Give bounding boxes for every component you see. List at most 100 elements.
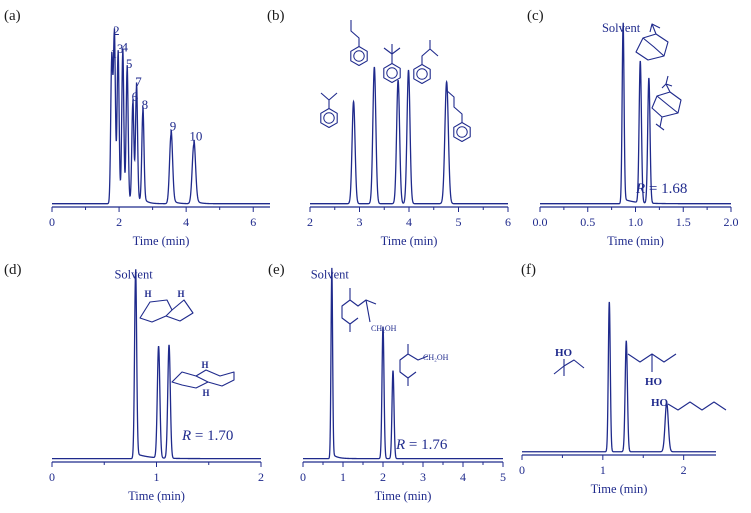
hydrogen-label: H: [201, 360, 208, 370]
peak-label: 4: [122, 39, 129, 54]
resolution-value: = 1.70: [191, 428, 233, 444]
propyl-chain-structure: [350, 20, 360, 47]
trans-decalin-structure: [171, 369, 235, 389]
x-tick-label: 0.5: [580, 215, 595, 229]
chart-panel-e: (e) 0 1 2 3 4 5 Time (min) Solvent R = 1.76 CH₂OH C…: [268, 262, 506, 503]
aromatic-circle: [353, 50, 365, 62]
benzene-ring-structure: [320, 107, 338, 129]
solvent-label: Solvent: [114, 267, 153, 281]
geraniol-chain: [365, 299, 371, 323]
chromatogram-trace: [540, 22, 731, 205]
chromatogram-trace: [52, 269, 261, 460]
x-tick-label: 1.5: [676, 215, 691, 229]
cis-decalin-structure: [139, 299, 194, 323]
benzene-ring-structure: [453, 121, 471, 143]
peak-label: 1: [110, 46, 117, 61]
aromatic-circle: [416, 68, 428, 80]
ch2oh-label: CH₂OH: [371, 324, 397, 333]
peak-label: 3: [117, 41, 124, 56]
beta-pinene-structure: [651, 83, 682, 131]
x-tick-label: 0.0: [533, 215, 548, 229]
aromatic-circle: [456, 126, 468, 138]
resolution-value: = 1.68: [645, 181, 687, 197]
hydroxyl-label: HO: [651, 397, 669, 409]
x-axis-label: Time (min): [375, 489, 432, 503]
panel-label: (b): [267, 8, 285, 24]
x-tick-label: 5: [500, 470, 506, 484]
x-axis-label: Time (min): [128, 489, 185, 503]
tert-butyl-chain-structure: [383, 44, 401, 64]
panel-label: (e): [268, 262, 285, 278]
x-tick-label: 1.0: [628, 215, 643, 229]
pentanol-1-structure: [667, 401, 727, 411]
peak-label: 5: [126, 56, 133, 71]
x-tick-label: 3: [420, 470, 426, 484]
panel-label: (d): [4, 262, 22, 278]
x-axis-label: Time (min): [133, 234, 190, 248]
resolution-annotation: R = 1.76: [395, 437, 448, 453]
hydroxyl-label: HO: [555, 347, 573, 359]
resolution-symbol: R: [395, 437, 405, 453]
x-tick-label: 2: [681, 463, 687, 477]
chart-panel-c: (c) 0.0 0.5 1.0 1.5 2.0 Time (min) Solvent R = 1…: [527, 8, 739, 248]
chromatogram-trace: [522, 301, 716, 453]
chromatogram-trace: [303, 267, 503, 460]
x-tick-label: 2.0: [724, 215, 739, 229]
hydrogen-label: H: [202, 388, 209, 398]
resolution-symbol: R: [635, 181, 645, 197]
benzene-ring-structure: [350, 45, 368, 67]
x-axis-label: Time (min): [381, 234, 438, 248]
chart-panel-b: (b) 2 3 4 5 6 Time (min): [267, 8, 511, 248]
peak-label: 2: [113, 23, 120, 38]
x-tick-label: 1: [154, 470, 160, 484]
resolution-annotation: R = 1.70: [181, 428, 233, 444]
resolution-symbol: R: [181, 428, 191, 444]
x-tick-label: 0: [519, 463, 525, 477]
peak-label: 9: [170, 119, 177, 134]
x-tick-label: 5: [456, 215, 462, 229]
x-tick-label: 6: [250, 215, 256, 229]
x-axis-label: Time (min): [591, 482, 648, 496]
geraniol-structure: [341, 288, 377, 332]
x-tick-label: 4: [460, 470, 466, 484]
chart-panel-f: (f) 0 1 2 Time (min) HO HO HO: [519, 262, 727, 496]
peak-label: 7: [135, 74, 142, 89]
hydrogen-label: H: [177, 289, 184, 299]
isobutyl-chain-structure: [421, 40, 439, 65]
methylbutanol-structure: [553, 359, 585, 376]
aromatic-circle: [386, 67, 398, 79]
aromatic-circle: [323, 112, 335, 124]
x-tick-label: 1: [600, 463, 606, 477]
panel-label: (a): [4, 8, 21, 24]
panel-label: (f): [521, 262, 536, 278]
x-axis-label: Time (min): [607, 234, 664, 248]
x-tick-label: 2: [307, 215, 313, 229]
resolution-annotation: R = 1.68: [635, 181, 687, 197]
x-tick-label: 4: [183, 215, 189, 229]
isopropyl-chain-structure: [320, 92, 338, 109]
alpha-pinene-gem-dimethyl: [649, 23, 661, 33]
pentanol-3-structure: [627, 353, 677, 372]
x-tick-label: 6: [505, 215, 511, 229]
benzene-ring-structure: [413, 63, 431, 85]
chromatogram-trace: [310, 66, 508, 205]
chart-panel-d: (d) 0 1 2 Time (min) Solvent R = 1.70 H H H H: [4, 262, 264, 503]
x-tick-label: 2: [116, 215, 122, 229]
x-tick-label: 2: [380, 470, 386, 484]
panel-label: (c): [527, 8, 544, 24]
x-tick-label: 4: [406, 215, 412, 229]
alpha-pinene-structure: [635, 23, 669, 61]
beta-pinene-gem-dimethyl: [661, 75, 673, 89]
x-tick-label: 1: [340, 470, 346, 484]
hydrogen-label: H: [144, 289, 151, 299]
solvent-label: Solvent: [602, 21, 641, 35]
butyl-chain-structure: [445, 89, 463, 123]
x-tick-label: 0: [49, 215, 55, 229]
x-tick-label: 0: [49, 470, 55, 484]
solvent-label: Solvent: [311, 267, 350, 281]
x-tick-label: 2: [258, 470, 264, 484]
hydroxyl-label: HO: [645, 376, 663, 388]
peak-label: 6: [132, 89, 139, 104]
